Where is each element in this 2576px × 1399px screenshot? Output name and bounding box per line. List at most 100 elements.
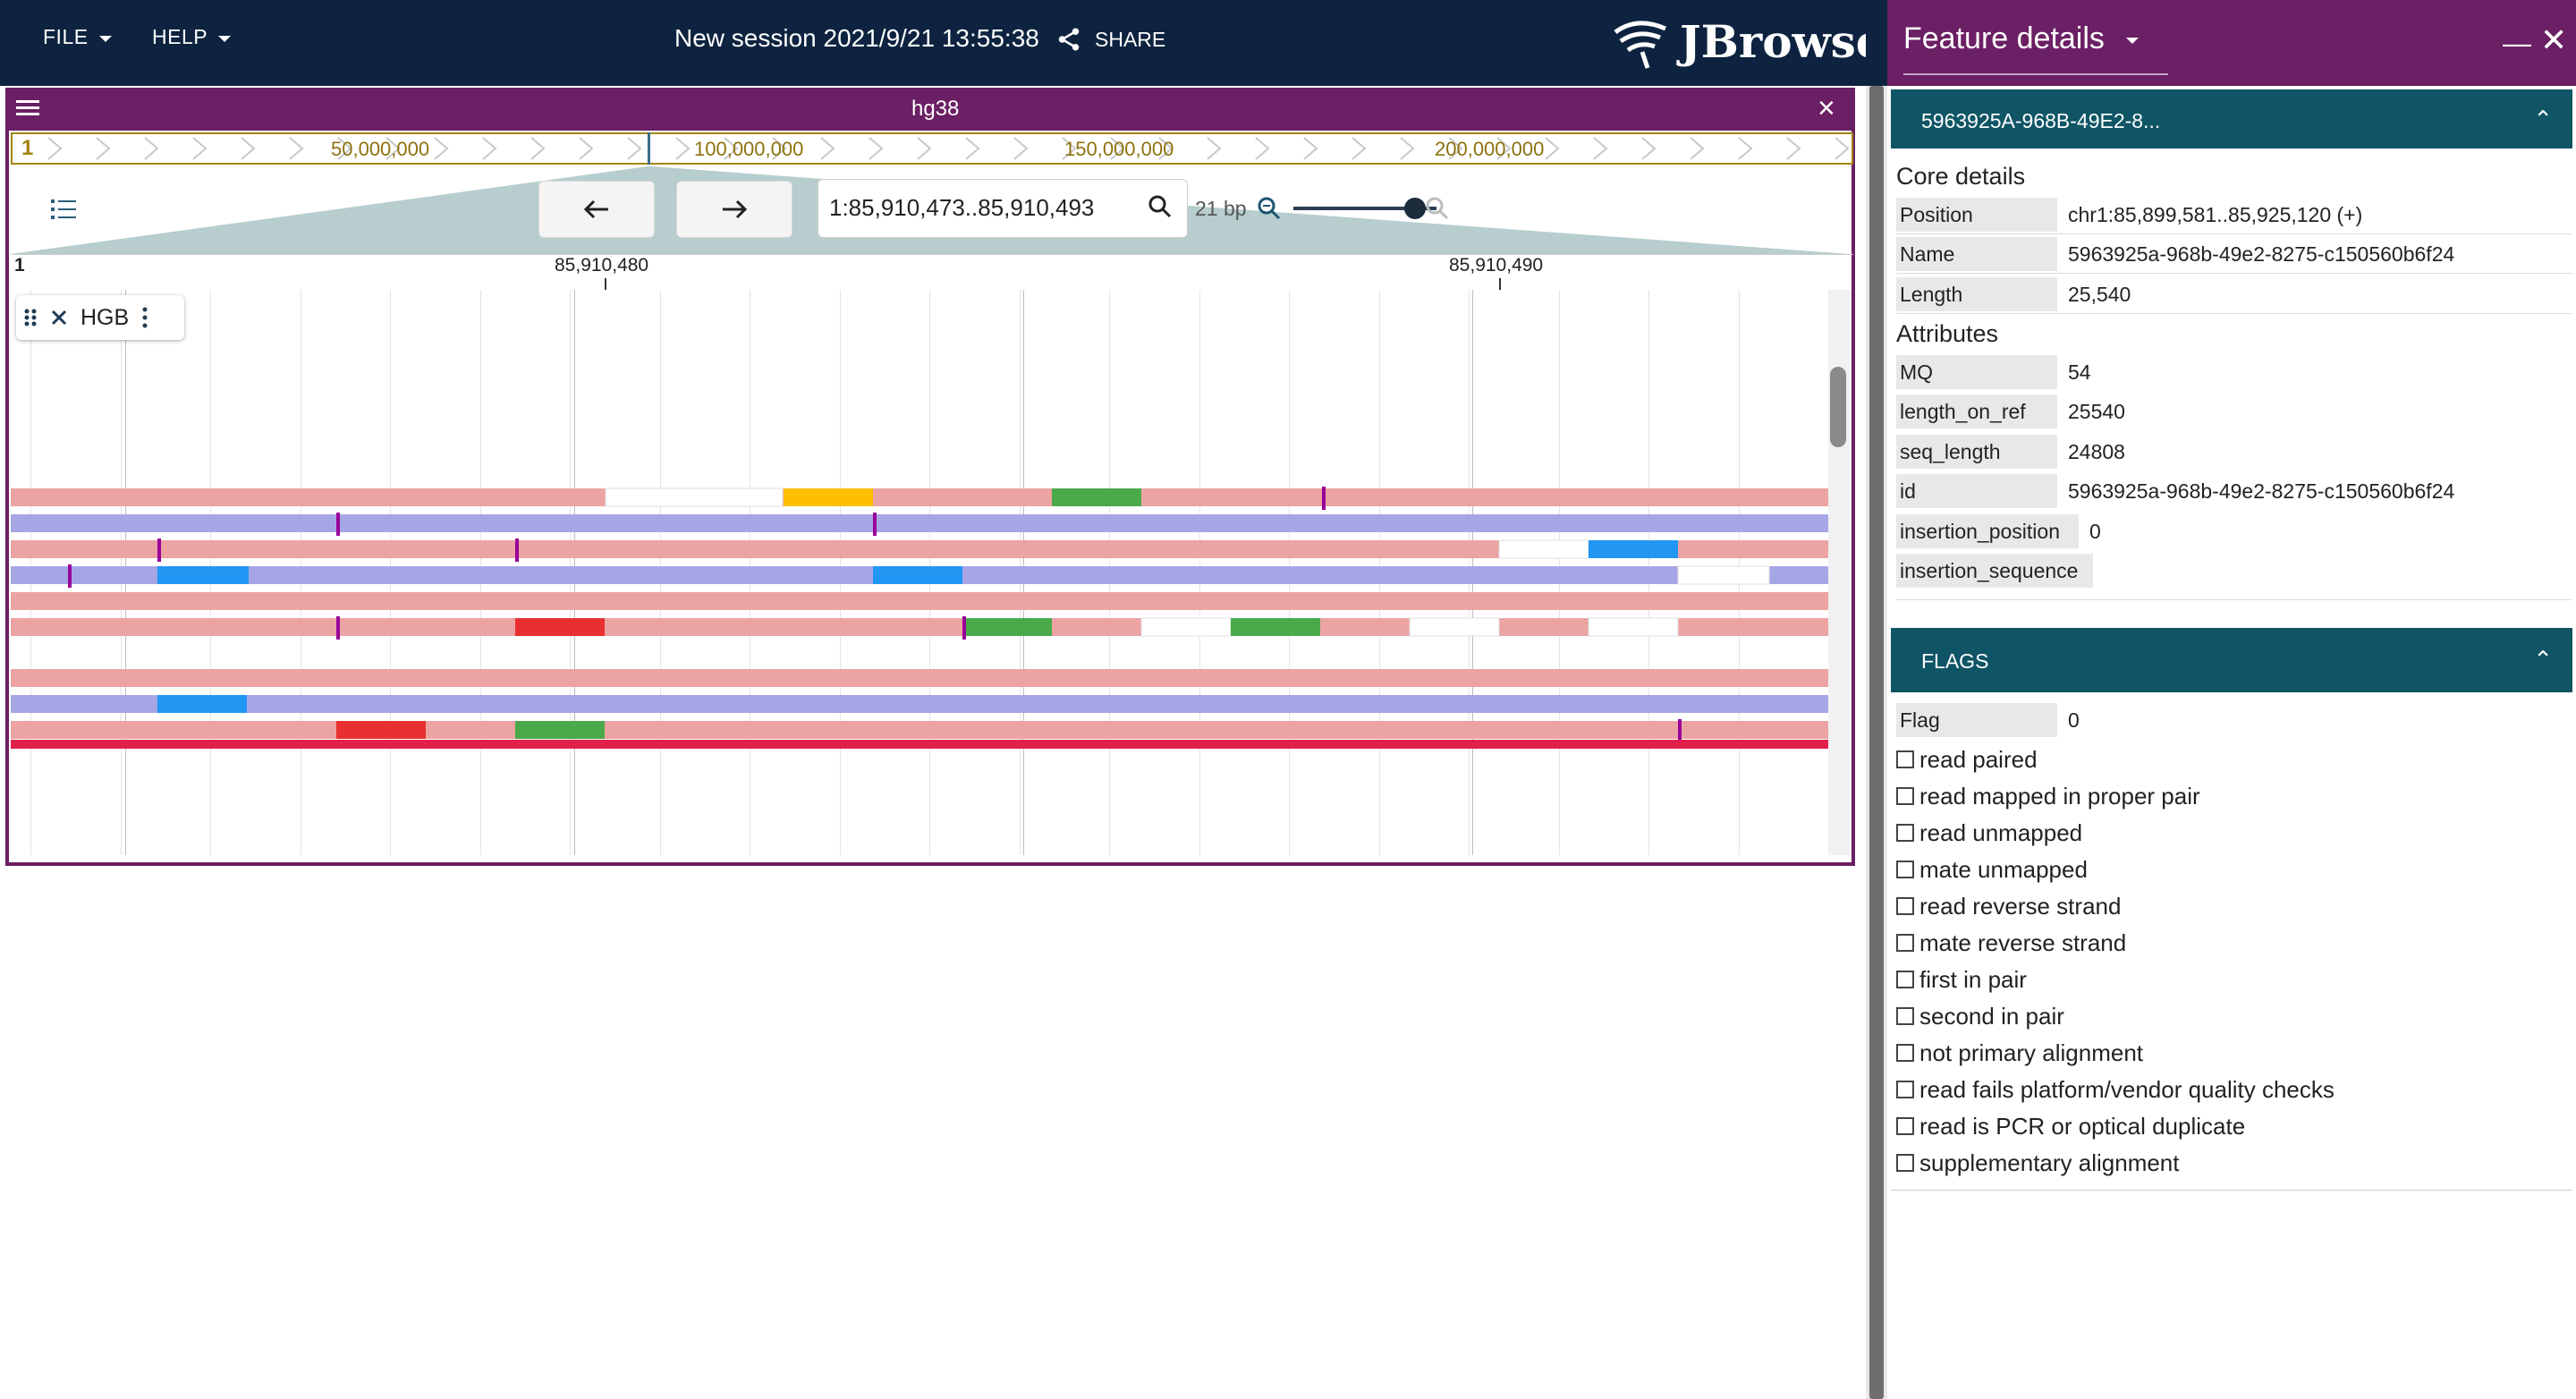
minimize-icon[interactable]: — — [2503, 27, 2531, 59]
overview-chevron — [1448, 137, 1463, 160]
attribute-key: MQ — [1896, 355, 2057, 389]
close-icon[interactable]: × — [1818, 91, 1835, 125]
flag-label: read reverse strand — [1919, 892, 2122, 920]
share-label: SHARE — [1095, 27, 1166, 51]
overview-chevron — [530, 137, 546, 160]
chevron-up-icon[interactable]: ⌃ — [2533, 646, 2553, 673]
track-scrollbar-thumb[interactable] — [1830, 367, 1846, 447]
insertion-marker — [962, 616, 966, 640]
chevron-down-icon — [98, 35, 112, 42]
session-title[interactable]: New session 2021/9/21 13:55:38 — [674, 24, 1039, 52]
overview-chevron — [337, 137, 352, 160]
list-icon[interactable] — [50, 197, 77, 222]
checkbox[interactable] — [1896, 1007, 1914, 1025]
mismatch-base — [1589, 540, 1678, 558]
zoom-slider-track[interactable] — [1293, 207, 1436, 210]
alignment-read — [11, 721, 1830, 739]
pan-right-button[interactable] — [676, 181, 792, 238]
track-label[interactable]: HGB — [16, 295, 184, 340]
assembly-name[interactable]: hg38 — [911, 97, 960, 121]
jbrowse-logo-icon — [1614, 21, 1667, 69]
checkbox[interactable] — [1896, 787, 1914, 805]
checkbox[interactable] — [1896, 750, 1914, 768]
location-text[interactable]: 1:85,910,473..85,910,493 — [829, 194, 1095, 221]
flag-checkbox-item[interactable]: read fails platform/vendor quality check… — [1896, 1072, 2334, 1107]
pan-left-button[interactable] — [538, 181, 655, 238]
zoom-in-icon[interactable] — [1424, 195, 1451, 222]
overview-chevron — [1545, 137, 1560, 160]
overview-chevron — [675, 137, 691, 160]
ruler-tick — [605, 278, 606, 291]
view-header: hg38 × — [5, 88, 1855, 131]
file-menu-button[interactable]: FILE — [43, 25, 112, 49]
feature-accordion-header[interactable]: 5963925A-968B-49E2-8... ⌃ — [1891, 89, 2572, 148]
drag-handle-icon[interactable] — [23, 307, 38, 328]
mismatch-base — [515, 618, 605, 636]
checkbox[interactable] — [1896, 897, 1914, 915]
drawer-resize-handle[interactable] — [1869, 86, 1884, 1399]
divider — [1896, 599, 2572, 600]
insertion-marker — [1678, 719, 1682, 742]
attribute-key: length_on_ref — [1896, 394, 2057, 428]
flag-checkbox-item[interactable]: read reverse strand — [1896, 888, 2121, 924]
flag-label: read mapped in proper pair — [1919, 782, 2200, 810]
flag-checkbox-item[interactable]: mate unmapped — [1896, 852, 2088, 887]
mismatch-base — [515, 721, 605, 739]
feature-panel-title-select[interactable]: Feature details — [1903, 21, 2139, 56]
flag-checkbox-item[interactable]: not primary alignment — [1896, 1035, 2143, 1071]
search-icon[interactable] — [1146, 192, 1174, 221]
checkbox[interactable] — [1896, 934, 1914, 952]
attribute-row: insertion_position 0 — [1896, 513, 2101, 549]
flag-row: Flag 0 — [1896, 702, 2080, 738]
share-button[interactable]: SHARE — [1055, 25, 1165, 54]
checkbox[interactable] — [1896, 1117, 1914, 1135]
overview-tick-label: 150,000,000 — [1064, 138, 1174, 160]
flag-checkbox-item[interactable]: mate reverse strand — [1896, 925, 2126, 961]
bp-width-label: 21 bp — [1195, 197, 1247, 220]
help-menu-button[interactable]: HELP — [152, 25, 232, 49]
ruler[interactable]: 1 85,910,480 85,910,490 — [11, 254, 1853, 291]
core-detail-row: Length 25,540 — [1896, 276, 2131, 312]
alignment-read — [11, 540, 1830, 558]
overview-scalebar[interactable]: 1 50,000,000 100,000,000 150,000,000 200… — [11, 132, 1853, 165]
overview-chevrons — [47, 137, 1850, 160]
zoom-out-icon[interactable] — [1256, 195, 1283, 222]
alignments-canvas — [11, 290, 1830, 855]
mismatch-base — [873, 566, 962, 584]
track-name: HGB — [80, 304, 130, 330]
checkbox[interactable] — [1896, 1044, 1914, 1062]
mismatch-base — [157, 566, 249, 584]
location-search-input[interactable]: 1:85,910,473..85,910,493 — [818, 179, 1188, 238]
overview-chevron — [1690, 137, 1705, 160]
flags-accordion-header[interactable]: FLAGS ⌃ — [1891, 628, 2572, 692]
checkbox[interactable] — [1896, 971, 1914, 988]
flag-checkbox-item[interactable]: read paired — [1896, 742, 2038, 777]
checkbox[interactable] — [1896, 861, 1914, 878]
mismatch-base — [336, 721, 426, 739]
hamburger-menu-icon[interactable] — [14, 97, 41, 120]
close-icon[interactable] — [50, 309, 68, 326]
mismatch-base — [1677, 565, 1770, 585]
flag-checkbox-item[interactable]: read is PCR or optical duplicate — [1896, 1108, 2245, 1144]
overview-tick-label: 100,000,000 — [694, 138, 804, 160]
checkbox[interactable] — [1896, 1154, 1914, 1172]
close-icon[interactable]: ✕ — [2540, 21, 2568, 58]
insertion-marker — [873, 513, 877, 536]
flag-checkbox-item[interactable]: supplementary alignment — [1896, 1145, 2180, 1181]
alignment-read — [11, 618, 1830, 636]
more-vert-icon[interactable] — [141, 306, 148, 329]
checkbox[interactable] — [1896, 824, 1914, 842]
checkbox[interactable] — [1896, 1081, 1914, 1098]
flag-checkbox-item[interactable]: first in pair — [1896, 962, 2027, 997]
overview-chevron — [1303, 137, 1318, 160]
core-detail-key: Name — [1896, 237, 2057, 271]
overview-chevron — [289, 137, 304, 160]
zoom-slider-thumb[interactable] — [1404, 198, 1426, 219]
flag-label: first in pair — [1919, 965, 2027, 993]
chevron-up-icon[interactable]: ⌃ — [2533, 106, 2553, 132]
flag-checkbox-item[interactable]: second in pair — [1896, 998, 2064, 1034]
flag-checkbox-item[interactable]: read mapped in proper pair — [1896, 778, 2200, 814]
attribute-value: 0 — [2089, 519, 2101, 543]
alignments-track[interactable] — [11, 290, 1850, 855]
flag-checkbox-item[interactable]: read unmapped — [1896, 815, 2082, 851]
